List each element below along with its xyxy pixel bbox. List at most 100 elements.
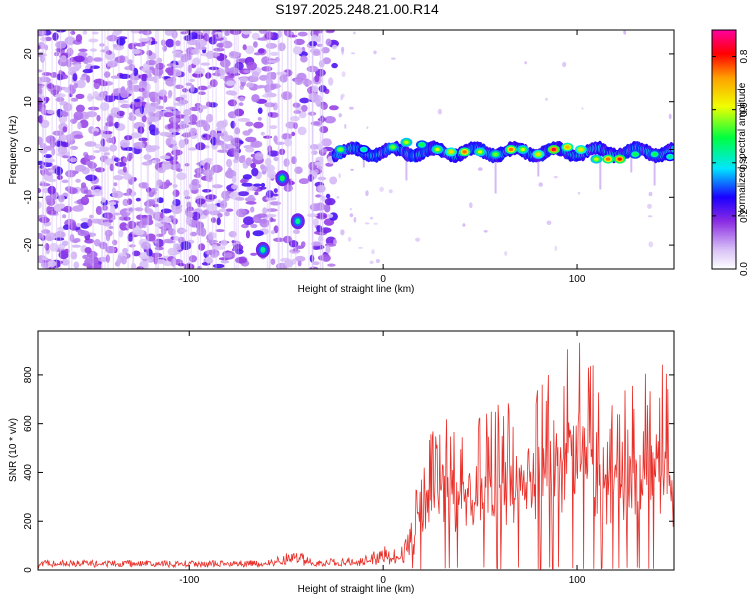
noise-streak	[156, 30, 158, 269]
noise-streak	[163, 30, 165, 269]
noise-blob	[238, 102, 244, 107]
noise-blob	[126, 188, 133, 194]
noise-blob	[217, 213, 223, 218]
noise-blob	[55, 97, 65, 102]
snr-series-line	[38, 342, 674, 570]
noise-blob	[103, 221, 112, 227]
noise-blob	[123, 216, 131, 221]
signal-region-dot	[341, 46, 345, 52]
noise-blob	[215, 127, 226, 131]
noise-blob	[106, 50, 113, 55]
noise-blob	[38, 45, 41, 50]
noise-blob	[206, 203, 218, 212]
noise-blob	[294, 255, 306, 262]
noise-blob	[265, 42, 278, 49]
noise-streak	[147, 30, 150, 269]
noise-blob	[227, 167, 233, 176]
noise-blob	[216, 42, 224, 48]
noise-blob	[80, 182, 87, 189]
signal-region-dot	[477, 167, 483, 171]
noise-blob	[251, 71, 260, 78]
noise-streak	[207, 30, 209, 269]
noise-blob	[331, 62, 338, 69]
noise-blob	[243, 216, 255, 226]
noise-blob	[38, 69, 43, 73]
noise-blob	[122, 198, 129, 207]
noise-blob	[177, 263, 186, 267]
noise-blob	[246, 186, 253, 191]
noise-blob	[238, 155, 246, 164]
noise-blob	[74, 164, 87, 172]
noise-blob	[251, 94, 260, 103]
spectrogram-y-ticks: -20 -10 0 10 20	[23, 48, 674, 252]
noise-blob	[72, 73, 78, 82]
colorbar-tick-label: 0.4	[739, 155, 750, 169]
noise-blob	[245, 147, 255, 153]
band-peak-inner	[594, 157, 599, 161]
colorbar-label: Normalized spectral amplitude	[737, 82, 748, 217]
noise-blob	[134, 207, 144, 212]
noise-streak	[68, 30, 70, 269]
noise-blob	[38, 87, 43, 96]
noise-blob	[75, 104, 85, 113]
noise-blob	[225, 80, 235, 86]
noise-blob	[225, 208, 234, 212]
band-peak-inner	[652, 152, 657, 156]
band-peak-inner	[338, 147, 343, 152]
band-peak-inner	[520, 147, 525, 152]
noise-blob	[38, 188, 42, 194]
noise-blob	[281, 91, 293, 101]
noise-blob	[314, 74, 320, 83]
noise-streak	[71, 30, 73, 269]
noise-blob	[226, 158, 233, 168]
noise-blob	[297, 126, 307, 136]
band-spike	[630, 149, 633, 173]
noise-blob	[107, 201, 117, 206]
signal-region-dot	[349, 208, 353, 211]
noise-blob	[61, 240, 69, 247]
band-peak-inner	[361, 147, 366, 152]
noise-blob	[325, 245, 331, 254]
noise-blob	[240, 179, 247, 184]
noise-blob	[86, 111, 98, 118]
noise-streak	[311, 30, 313, 269]
noise-streak	[146, 30, 148, 269]
band-peak-inner	[462, 150, 467, 154]
noise-blob	[92, 189, 103, 197]
noise-streak	[51, 30, 53, 269]
noise-blob	[78, 48, 88, 52]
band-peak-inner	[435, 147, 440, 152]
noise-blob	[75, 223, 81, 228]
noise-blob	[92, 130, 99, 137]
colorbar: 0.0 0.2 0.4 0.6 0.8 Normalized spectral ampl…	[711, 29, 750, 276]
noise-streak	[180, 30, 182, 269]
noise-blob	[132, 229, 145, 236]
signal-region-dot	[341, 97, 344, 100]
noise-streak	[321, 30, 323, 269]
noise-blob	[216, 217, 221, 226]
noise-blob	[210, 217, 217, 224]
noise-streak	[268, 30, 270, 269]
noise-streak	[277, 30, 279, 269]
noise-blob	[300, 241, 306, 248]
noise-streak	[266, 30, 268, 269]
snr-x-axis-label: Height of straight line (km)	[298, 584, 415, 595]
signal-region-dot	[648, 241, 654, 248]
noise-blob	[171, 132, 180, 136]
noise-blob	[317, 184, 326, 193]
noise-blob	[65, 170, 77, 178]
noise-blob	[49, 140, 56, 148]
noise-blob	[297, 260, 302, 267]
noise-streak	[269, 30, 271, 269]
noise-blob	[75, 93, 85, 99]
noise-streak	[127, 30, 129, 269]
noise-blob	[71, 244, 82, 248]
noise-streak	[287, 30, 289, 269]
noise-blob	[254, 152, 264, 161]
noise-blob	[325, 38, 332, 46]
noise-blob	[250, 206, 255, 213]
noise-blob	[314, 231, 320, 235]
snr-x-tick-label: -100	[179, 575, 199, 586]
noise-blob	[319, 227, 332, 234]
noise-blob	[290, 131, 296, 137]
